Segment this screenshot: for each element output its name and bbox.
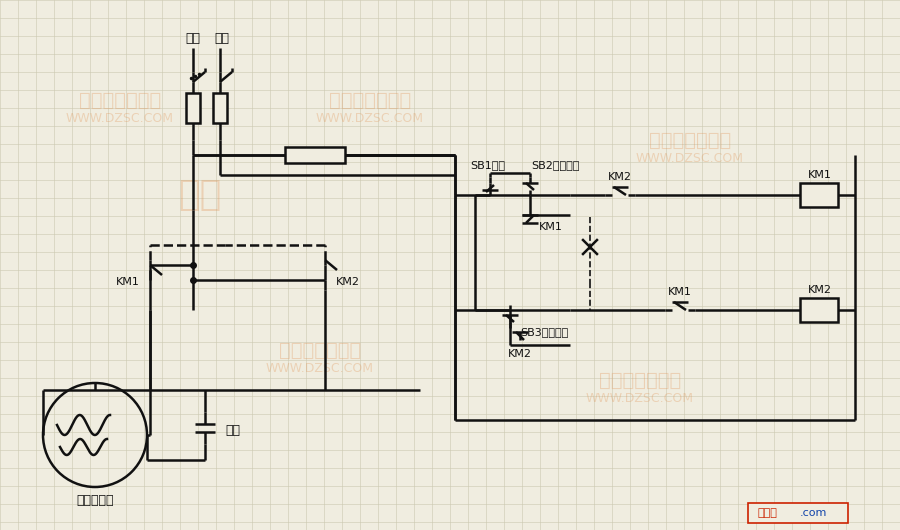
Text: KM2: KM2 [608, 172, 632, 182]
Text: 接线图: 接线图 [757, 508, 777, 518]
Bar [285, 147, 345, 163]
Text: WWW.DZSC.COM: WWW.DZSC.COM [266, 361, 374, 375]
Text: WWW.DZSC.COM: WWW.DZSC.COM [586, 392, 694, 404]
Text: KM1: KM1 [808, 170, 832, 180]
Text: KM2: KM2 [808, 285, 832, 295]
Text: SB3反转启动: SB3反转启动 [520, 327, 568, 337]
Text: WWW.DZSC.COM: WWW.DZSC.COM [66, 111, 174, 125]
Text: 维库电子市场网: 维库电子市场网 [649, 130, 731, 149]
Text: WWW.DZSC.COM: WWW.DZSC.COM [316, 111, 424, 125]
Text: KM1: KM1 [539, 222, 563, 232]
Text: 维库电子市场网: 维库电子市场网 [328, 91, 411, 110]
Bar [800, 298, 838, 322]
Text: 零线: 零线 [214, 31, 230, 45]
Text: 电容: 电容 [225, 423, 240, 437]
Text: 维库电子市场网: 维库电子市场网 [598, 370, 681, 390]
Text: .com: .com [800, 508, 827, 518]
Text: 维库电子市场网: 维库电子市场网 [79, 91, 161, 110]
Text: 维库: 维库 [178, 178, 221, 212]
Text: KM2: KM2 [508, 349, 532, 359]
Text: 火线: 火线 [185, 31, 201, 45]
Text: KM1: KM1 [668, 287, 692, 297]
Text: 单相电动机: 单相电动机 [76, 493, 113, 507]
Bar [213, 93, 227, 123]
Text: KM1: KM1 [116, 277, 140, 287]
Text: 维库电子市场网: 维库电子市场网 [279, 340, 361, 359]
Text: SB2正转启动: SB2正转启动 [531, 160, 580, 170]
Bar [186, 93, 200, 123]
Bar [748, 503, 848, 523]
Text: KM2: KM2 [336, 277, 360, 287]
Text: SB1停止: SB1停止 [471, 160, 506, 170]
Text: WWW.DZSC.COM: WWW.DZSC.COM [636, 152, 744, 164]
Bar [800, 183, 838, 207]
